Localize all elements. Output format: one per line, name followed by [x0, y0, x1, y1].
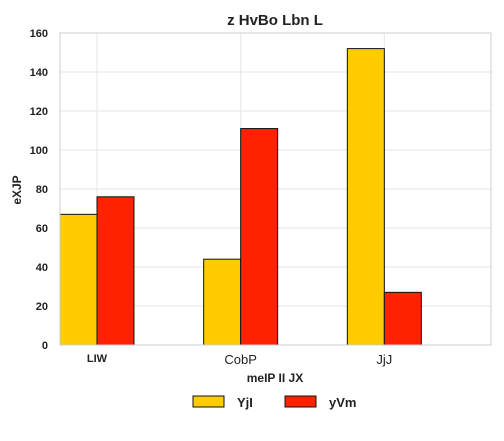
bar-yVm-CobP [240, 128, 279, 346]
legend: YjI yVm [192, 395, 356, 410]
bar-YjI-JjJ [346, 48, 385, 346]
x-tick-label: CobP [224, 352, 257, 367]
bars [59, 48, 422, 346]
y-tick-label: 40 [36, 262, 48, 274]
x-tick-label: JjJ [376, 352, 392, 367]
y-axis-ticks: 0 20 40 60 80 100 120 140 160 [30, 28, 48, 352]
y-axis-label: eXJP [10, 175, 24, 204]
y-tick-label: 120 [30, 106, 48, 118]
y-tick-label: 160 [30, 28, 48, 40]
bar-yVm-LIW [96, 196, 135, 346]
legend-label-yVm: yVm [329, 395, 356, 410]
x-axis-ticks: LIW CobP JjJ [87, 352, 392, 367]
y-tick-label: 80 [36, 184, 48, 196]
y-tick-label: 0 [42, 340, 48, 352]
bar-YjI-CobP [203, 258, 242, 346]
bar-YjI-LIW [59, 213, 98, 346]
bar-yVm-JjJ [383, 291, 422, 346]
chart-title: z HvBo Lbn L [227, 12, 323, 29]
legend-label-YjI: YjI [237, 395, 253, 410]
y-tick-label: 100 [30, 145, 48, 157]
y-tick-label: 140 [30, 67, 48, 79]
y-tick-label: 60 [36, 223, 48, 235]
legend-swatch-YjI [192, 395, 225, 408]
x-axis-label: meIP II JX [247, 371, 303, 385]
x-tick-label: LIW [87, 353, 108, 365]
legend-swatch-yVm [284, 395, 317, 408]
plot-frame [59, 32, 492, 346]
y-tick-label: 20 [36, 301, 48, 313]
